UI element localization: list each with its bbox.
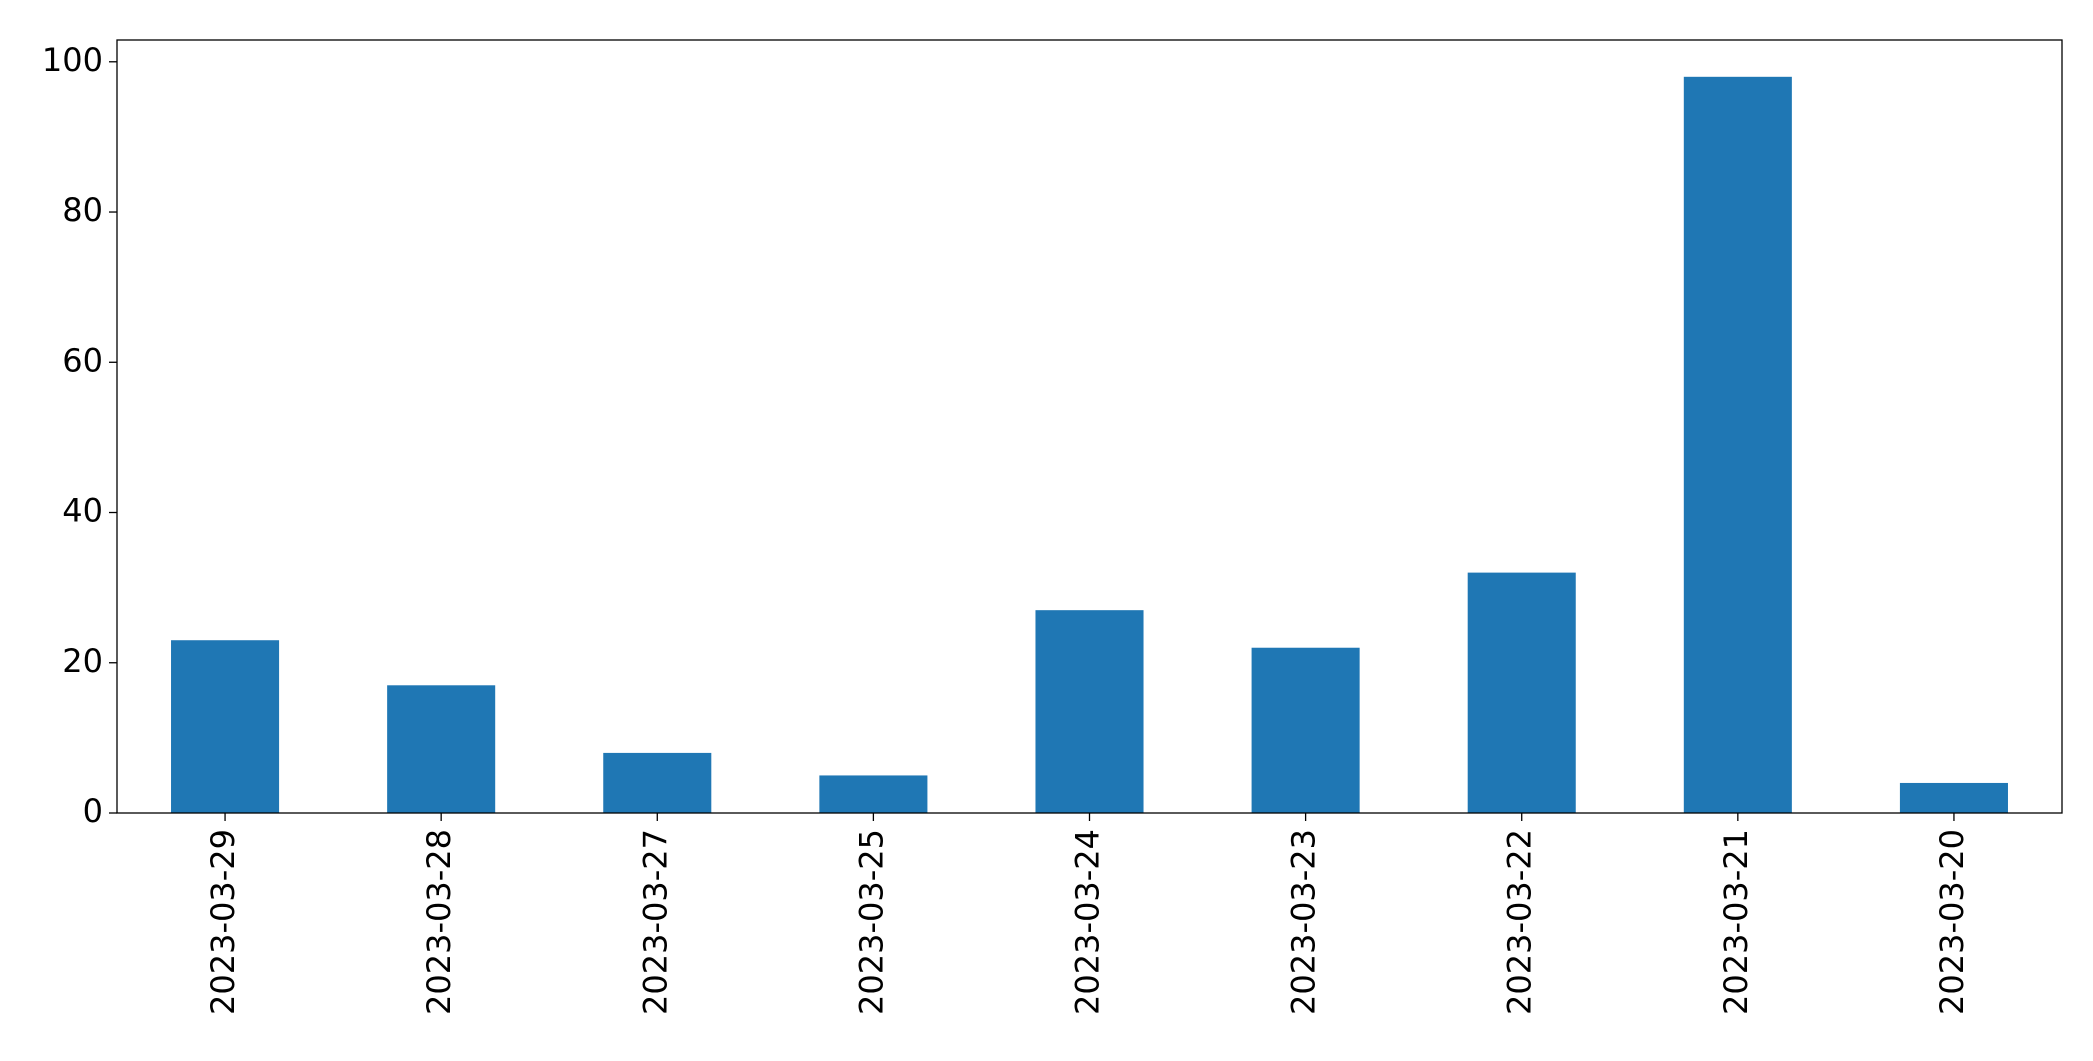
plot-frame: [116, 39, 2063, 814]
x-tick-label: 2023-03-25: [852, 829, 890, 1015]
y-tick-label: 60: [62, 341, 103, 379]
bar: [1035, 610, 1144, 813]
x-tick-label: 2023-03-23: [1285, 829, 1323, 1015]
y-tick-label: 20: [62, 642, 103, 680]
x-tick-label: 2023-03-29: [204, 829, 242, 1015]
y-tick-label: 0: [83, 792, 103, 830]
bar: [1683, 76, 1792, 814]
x-tick-label: 2023-03-27: [636, 829, 674, 1015]
x-tick-label: 2023-03-28: [420, 829, 458, 1015]
x-tick-label: 2023-03-21: [1717, 829, 1755, 1015]
y-tick-label: 40: [62, 492, 103, 530]
bar: [819, 775, 928, 813]
bar: [171, 640, 280, 813]
y-tick-label: 100: [42, 41, 103, 79]
x-tick-label: 2023-03-20: [1933, 829, 1971, 1015]
bar: [1899, 782, 2008, 813]
x-tick-label: 2023-03-24: [1069, 829, 1107, 1015]
y-tick-label: 80: [62, 191, 103, 229]
x-tick-label: 2023-03-22: [1501, 829, 1539, 1015]
bar: [1251, 647, 1360, 813]
bar: [387, 685, 496, 813]
bar: [1467, 572, 1576, 813]
bar: [603, 752, 712, 813]
